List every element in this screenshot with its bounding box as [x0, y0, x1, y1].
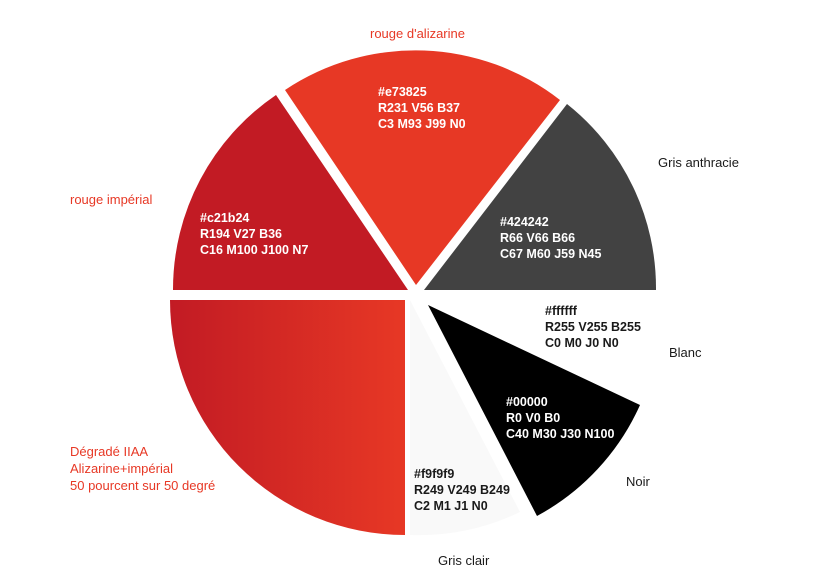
codes-anthracite: #424242 R66 V66 B66 C67 M60 J59 N45 — [500, 214, 601, 262]
label-degrade-line-1: Dégradé IIAA — [70, 444, 149, 459]
code-cmjn: C40 M30 J30 N100 — [506, 427, 615, 441]
label-noir: Noir — [626, 474, 650, 489]
codes-noir: #00000 R0 V0 B0 C40 M30 J30 N100 — [506, 394, 614, 442]
code-cmjn: C16 M100 J100 N7 — [200, 243, 309, 257]
segment-gradient-quarter — [170, 300, 405, 535]
segment-gris-clair — [410, 300, 520, 536]
label-degrade-line-3: 50 pourcent sur 50 degré — [70, 478, 216, 493]
segment-noir — [428, 305, 640, 516]
code-rvb: R194 V27 B36 — [200, 227, 283, 241]
code-rvb: R249 V249 B249 — [414, 483, 510, 497]
segment-imperial — [172, 95, 408, 290]
label-alizarine: rouge d'alizarine — [370, 26, 465, 41]
label-degrade: Dégradé IIAA Alizarine+impérial 50 pourc… — [70, 443, 215, 494]
label-degrade-line-2: Alizarine+impérial — [70, 461, 173, 476]
label-gris-clair: Gris clair — [438, 553, 490, 568]
code-rvb: R255 V255 B255 — [545, 320, 641, 334]
codes-alizarine: #e73825 R231 V56 B37 C3 M93 J99 N0 — [378, 84, 466, 132]
code-cmjn: C0 M0 J0 N0 — [545, 336, 619, 350]
code-hex: #ffffff — [545, 304, 577, 318]
codes-blanc: #ffffff R255 V255 B255 C0 M0 J0 N0 — [545, 303, 641, 351]
code-cmjn: C67 M60 J59 N45 — [500, 247, 602, 261]
label-anthracite: Gris anthracie — [658, 155, 739, 170]
label-blanc: Blanc — [669, 345, 702, 360]
code-rvb: R66 V66 B66 — [500, 231, 576, 245]
segment-anthracite — [424, 104, 657, 290]
label-imperial: rouge impérial — [70, 192, 153, 207]
codes-gris-clair: #f9f9f9 R249 V249 B249 C2 M1 J1 N0 — [414, 466, 510, 514]
segment-alizarine — [285, 50, 560, 286]
code-hex: #c21b24 — [200, 211, 250, 225]
code-cmjn: C2 M1 J1 N0 — [414, 499, 488, 513]
codes-imperial: #c21b24 R194 V27 B36 C16 M100 J100 N7 — [200, 210, 308, 258]
code-hex: #424242 — [500, 215, 549, 229]
code-hex: #00000 — [506, 395, 548, 409]
code-rvb: R231 V56 B37 — [378, 101, 461, 115]
code-hex: #f9f9f9 — [414, 467, 455, 481]
code-rvb: R0 V0 B0 — [506, 411, 561, 425]
code-hex: #e73825 — [378, 85, 427, 99]
code-cmjn: C3 M93 J99 N0 — [378, 117, 466, 131]
